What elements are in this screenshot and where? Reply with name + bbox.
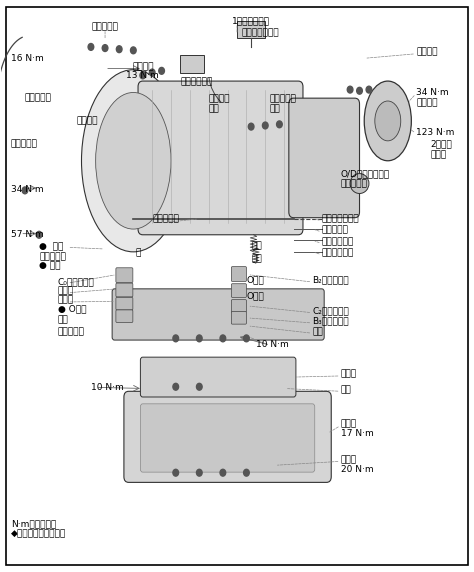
Bar — [181, 55, 204, 73]
FancyBboxPatch shape — [116, 283, 133, 297]
Text: ● 隔管: ● 隔管 — [39, 261, 61, 270]
Text: 1号转速传感器: 1号转速传感器 — [232, 17, 270, 26]
Text: 10 N·m: 10 N·m — [256, 340, 289, 348]
Text: 34 N·m: 34 N·m — [416, 88, 449, 97]
Circle shape — [130, 47, 136, 54]
FancyBboxPatch shape — [231, 312, 246, 324]
Text: 销: 销 — [136, 248, 141, 257]
FancyBboxPatch shape — [231, 284, 246, 297]
FancyBboxPatch shape — [289, 98, 359, 218]
Text: 弹簧: 弹簧 — [58, 316, 69, 325]
Text: O型圈: O型圈 — [246, 276, 264, 285]
Text: 16 N·m: 16 N·m — [11, 54, 44, 63]
Circle shape — [173, 469, 179, 476]
Text: 撑底壳: 撑底壳 — [341, 419, 357, 428]
FancyBboxPatch shape — [112, 289, 324, 340]
Circle shape — [220, 335, 226, 342]
Text: ● O型圈: ● O型圈 — [58, 304, 86, 313]
Text: ●  密封: ● 密封 — [39, 243, 64, 252]
Circle shape — [197, 469, 202, 476]
Circle shape — [263, 122, 268, 129]
Text: 17 N·m: 17 N·m — [341, 430, 374, 439]
Circle shape — [366, 86, 372, 93]
Text: 滤清器: 滤清器 — [341, 370, 357, 379]
Circle shape — [140, 72, 146, 79]
Text: 内弹簧: 内弹簧 — [58, 286, 74, 295]
FancyBboxPatch shape — [231, 267, 246, 281]
Ellipse shape — [375, 101, 401, 141]
Text: 驻车锁定尺支架: 驻车锁定尺支架 — [322, 214, 359, 223]
Circle shape — [22, 187, 28, 194]
Text: N·m：规定力矩: N·m：规定力矩 — [11, 519, 56, 529]
Circle shape — [159, 67, 164, 74]
Circle shape — [88, 43, 94, 50]
Text: 加长壳体: 加长壳体 — [416, 47, 438, 56]
Circle shape — [347, 86, 353, 93]
Circle shape — [357, 88, 362, 94]
Ellipse shape — [350, 173, 369, 193]
Circle shape — [244, 335, 249, 342]
Text: 弹簧: 弹簧 — [251, 254, 262, 263]
FancyBboxPatch shape — [140, 357, 296, 397]
Text: 13 N·m: 13 N·m — [127, 71, 159, 80]
Text: 电磁线圈
配线: 电磁线圈 配线 — [209, 94, 230, 114]
Text: 变速器壳座: 变速器壳座 — [11, 139, 38, 148]
Text: 阀体: 阀体 — [312, 327, 323, 336]
Text: 空挡起动开关: 空挡起动开关 — [181, 78, 213, 87]
Text: 转速表从动齿轮: 转速表从动齿轮 — [242, 28, 279, 37]
Bar — [237, 21, 265, 38]
Ellipse shape — [364, 81, 411, 161]
Text: 止回球壳体: 止回球壳体 — [58, 327, 85, 336]
Text: 输出法兰: 输出法兰 — [416, 98, 438, 107]
Text: 调节螺钉: 调节螺钉 — [132, 62, 154, 72]
Circle shape — [102, 45, 108, 51]
Text: 驻车锁定杆: 驻车锁定杆 — [322, 226, 349, 235]
Text: 34 N·m: 34 N·m — [11, 185, 44, 194]
FancyBboxPatch shape — [124, 391, 331, 482]
Text: 驻车锁定杆: 驻车锁定杆 — [153, 214, 180, 223]
Text: C₀蓄压器活塞: C₀蓄压器活塞 — [58, 277, 95, 286]
Text: ◆不可重复使用的零件: ◆不可重复使用的零件 — [11, 529, 66, 538]
Text: 转速表从动
齿轮: 转速表从动 齿轮 — [270, 94, 297, 114]
Circle shape — [277, 121, 282, 128]
Text: 弹簧: 弹簧 — [251, 241, 262, 251]
Text: 磁铁: 磁铁 — [341, 385, 351, 394]
Text: O/D直控挡离合器
转速传感器: O/D直控挡离合器 转速传感器 — [341, 169, 390, 189]
FancyBboxPatch shape — [116, 297, 133, 310]
Text: C₂蓄压器活塞: C₂蓄压器活塞 — [312, 307, 349, 316]
Circle shape — [248, 123, 254, 130]
Circle shape — [173, 335, 179, 342]
Text: B₃蓄压器活塞: B₃蓄压器活塞 — [312, 317, 349, 326]
Text: 手动阀杆杆: 手动阀杆杆 — [39, 252, 66, 261]
FancyBboxPatch shape — [231, 300, 246, 312]
FancyBboxPatch shape — [116, 268, 133, 283]
Text: 螺纹接头: 螺纹接头 — [77, 117, 98, 125]
Text: 10 N·m: 10 N·m — [91, 383, 124, 392]
Text: 123 N·m: 123 N·m — [416, 128, 455, 137]
Circle shape — [197, 335, 202, 342]
FancyBboxPatch shape — [140, 404, 315, 472]
Circle shape — [117, 46, 122, 53]
Text: 20 N·m: 20 N·m — [341, 465, 374, 474]
Circle shape — [197, 383, 202, 390]
Text: 手动倒拉杆轴: 手动倒拉杆轴 — [322, 248, 354, 257]
Circle shape — [220, 469, 226, 476]
Text: B₂蓄压器活塞: B₂蓄压器活塞 — [312, 276, 349, 285]
FancyBboxPatch shape — [138, 81, 303, 235]
Ellipse shape — [96, 93, 171, 229]
Ellipse shape — [82, 70, 185, 252]
Text: 放油塞: 放油塞 — [341, 455, 357, 464]
Text: 57 N·m: 57 N·m — [11, 231, 44, 239]
Text: 控制轴杆杆: 控制轴杆杆 — [91, 22, 118, 31]
Text: O型圈: O型圈 — [246, 292, 264, 301]
Text: 节气门拉索: 节气门拉索 — [25, 94, 52, 102]
FancyBboxPatch shape — [116, 310, 133, 323]
Circle shape — [36, 231, 42, 238]
Text: 2号转速
传感器: 2号转速 传感器 — [430, 140, 452, 159]
Text: 驻车锁定尺轴: 驻车锁定尺轴 — [322, 237, 354, 246]
Text: 外弹簧: 外弹簧 — [58, 295, 74, 304]
Circle shape — [244, 469, 249, 476]
Circle shape — [149, 69, 155, 76]
Circle shape — [173, 383, 179, 390]
